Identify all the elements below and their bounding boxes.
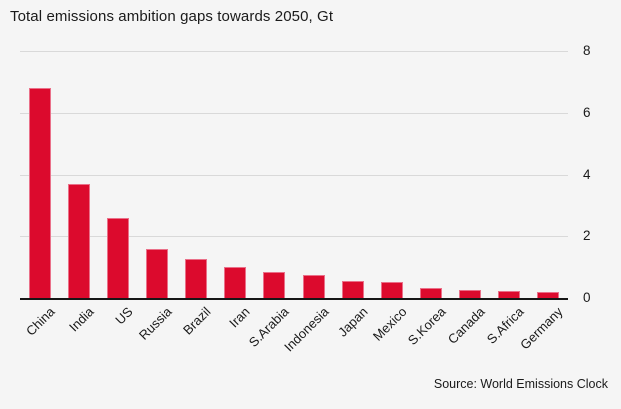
bar-s-korea — [419, 287, 442, 298]
bar-india — [67, 183, 90, 298]
x-label-germany: Germany — [517, 304, 567, 353]
gridline-6 — [20, 112, 568, 114]
bar-iran — [224, 267, 247, 298]
bar-slot-brazil — [177, 51, 216, 298]
chart-title: Total emissions ambition gaps towards 20… — [10, 8, 334, 25]
gridline-2 — [20, 236, 568, 238]
y-tick-label-2: 2 — [583, 228, 591, 244]
bar-slot-mexico — [372, 51, 411, 298]
bars-container — [20, 51, 568, 298]
bar-slot-russia — [137, 51, 176, 298]
y-tick-label-0: 0 — [583, 290, 591, 305]
y-tick-label-6: 6 — [583, 104, 591, 120]
bar-s-africa — [498, 290, 521, 298]
bar-russia — [145, 248, 168, 298]
bar-mexico — [380, 281, 403, 298]
bar-slot-indonesia — [294, 51, 333, 298]
y-tick-label-4: 4 — [583, 166, 591, 182]
bar-slot-canada — [451, 51, 490, 298]
source-attribution: Source: World Emissions Clock — [433, 377, 608, 391]
bar-china — [28, 88, 51, 298]
bar-us — [106, 217, 129, 298]
y-tick-label-8: 8 — [583, 43, 591, 58]
bar-s-arabia — [263, 271, 286, 298]
bar-slot-japan — [333, 51, 372, 298]
bar-slot-s-arabia — [255, 51, 294, 298]
bar-slot-germany — [529, 51, 568, 298]
bar-slot-us — [98, 51, 137, 298]
bar-japan — [341, 281, 364, 298]
plot-area — [20, 51, 568, 300]
bar-slot-s-korea — [411, 51, 450, 298]
bar-slot-s-africa — [490, 51, 529, 298]
gridline-4 — [20, 174, 568, 176]
bar-slot-iran — [216, 51, 255, 298]
bar-slot-india — [59, 51, 98, 298]
bar-canada — [459, 289, 482, 298]
bar-brazil — [185, 259, 208, 298]
bar-indonesia — [302, 274, 325, 298]
gridline-8 — [20, 51, 568, 52]
bar-slot-china — [20, 51, 59, 298]
bar-germany — [537, 291, 560, 298]
